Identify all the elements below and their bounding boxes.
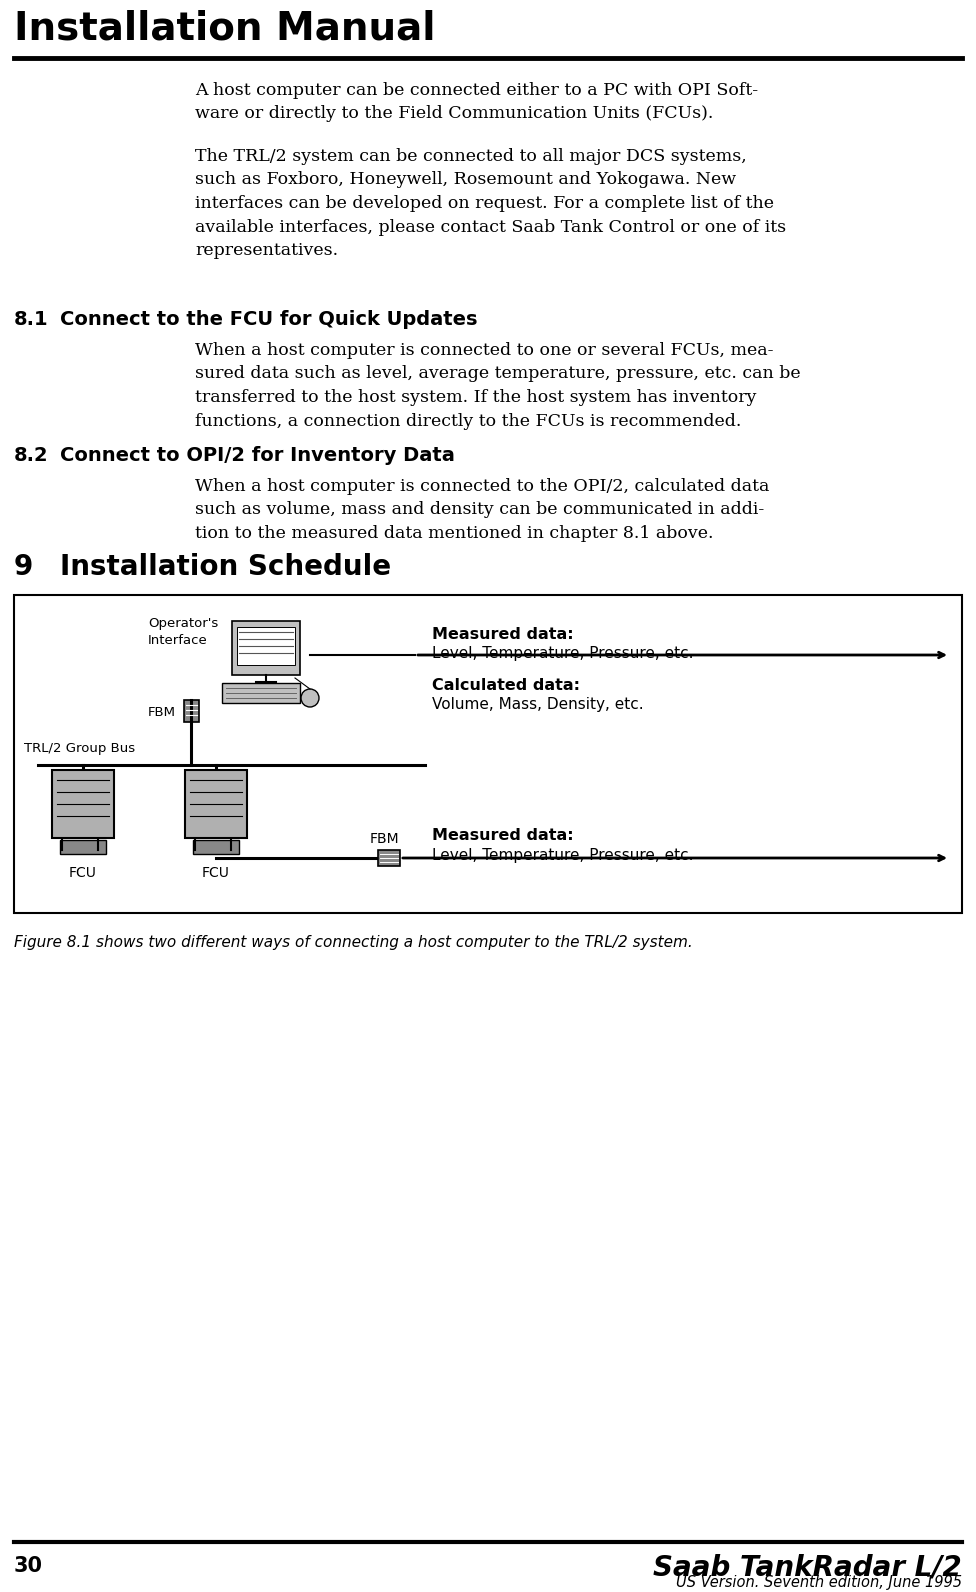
Text: Level, Temperature, Pressure, etc.: Level, Temperature, Pressure, etc. [432,646,694,661]
Text: FCU: FCU [202,866,230,880]
Text: Measured data:: Measured data: [432,828,574,844]
Text: Figure 8.1 shows two different ways of connecting a host computer to the TRL/2 s: Figure 8.1 shows two different ways of c… [14,935,693,950]
Text: 8.1: 8.1 [14,310,49,330]
Bar [222,683,300,704]
Text: FBM: FBM [148,705,176,720]
Text: FBM: FBM [370,833,399,845]
Text: Measured data:: Measured data: [432,627,574,642]
Text: When a host computer is connected to one or several FCUs, mea-
sured data such a: When a host computer is connected to one… [195,342,800,430]
Bar [52,771,114,837]
Text: A host computer can be connected either to a PC with OPI Soft-
ware or directly : A host computer can be connected either … [195,83,758,123]
Bar [378,850,400,866]
Text: Calculated data:: Calculated data: [432,678,580,693]
Circle shape [301,689,319,707]
Text: 30: 30 [14,1555,43,1576]
Text: Level, Temperature, Pressure, etc.: Level, Temperature, Pressure, etc. [432,849,694,863]
Bar [232,621,300,675]
Text: US Version. Seventh edition, June 1995: US Version. Seventh edition, June 1995 [676,1574,962,1590]
Text: TRL/2 Group Bus: TRL/2 Group Bus [24,742,135,755]
Text: When a host computer is connected to the OPI/2, calculated data
such as volume, : When a host computer is connected to the… [195,478,769,541]
Text: Installation Manual: Installation Manual [14,10,435,48]
Bar [193,841,239,853]
Text: 9: 9 [14,552,33,581]
Bar [237,627,295,665]
Text: Saab TankRadar L/2: Saab TankRadar L/2 [653,1554,962,1581]
Text: The TRL/2 system can be connected to all major DCS systems,
such as Foxboro, Hon: The TRL/2 system can be connected to all… [195,148,786,259]
Text: Installation Schedule: Installation Schedule [60,552,391,581]
Bar [14,595,962,912]
Text: Connect to the FCU for Quick Updates: Connect to the FCU for Quick Updates [60,310,477,330]
Bar [185,771,247,837]
Text: Connect to OPI/2 for Inventory Data: Connect to OPI/2 for Inventory Data [60,446,455,465]
Text: Operator's
Interface: Operator's Interface [148,618,219,646]
Text: FCU: FCU [69,866,97,880]
Bar [184,700,199,723]
Bar [60,841,106,853]
Text: Volume, Mass, Density, etc.: Volume, Mass, Density, etc. [432,697,643,712]
Text: 8.2: 8.2 [14,446,49,465]
